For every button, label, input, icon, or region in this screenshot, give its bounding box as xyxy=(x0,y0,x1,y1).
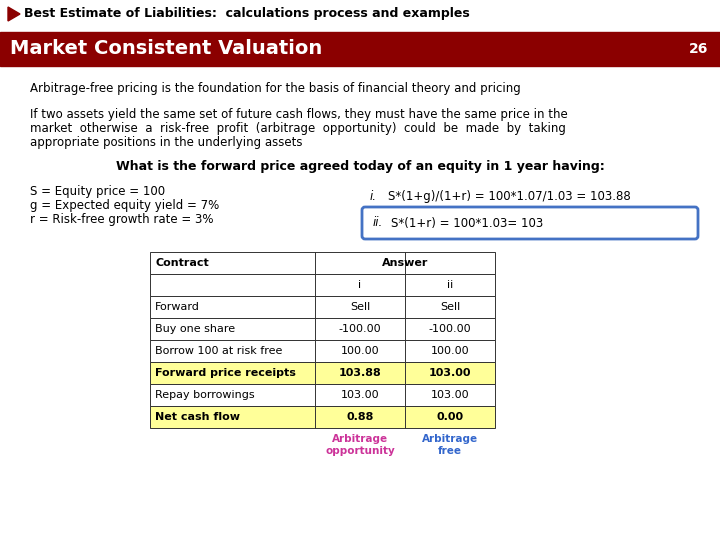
Text: Arbitrage
opportunity: Arbitrage opportunity xyxy=(325,434,395,456)
Text: appropriate positions in the underlying assets: appropriate positions in the underlying … xyxy=(30,136,302,149)
Text: Buy one share: Buy one share xyxy=(155,324,235,334)
Text: 100.00: 100.00 xyxy=(341,346,379,356)
Text: i.: i. xyxy=(370,190,377,203)
Bar xyxy=(0,32,720,66)
Text: Answer: Answer xyxy=(382,258,428,268)
Text: 103.00: 103.00 xyxy=(428,368,472,378)
Text: Sell: Sell xyxy=(440,302,460,312)
Text: Market Consistent Valuation: Market Consistent Valuation xyxy=(10,39,323,58)
Bar xyxy=(150,252,495,274)
Bar xyxy=(150,274,495,296)
Text: Contract: Contract xyxy=(155,258,209,268)
Text: 0.88: 0.88 xyxy=(346,412,374,422)
Text: -100.00: -100.00 xyxy=(428,324,472,334)
Bar xyxy=(150,318,495,340)
Text: Forward price receipts: Forward price receipts xyxy=(155,368,296,378)
Text: Forward: Forward xyxy=(155,302,200,312)
Text: 26: 26 xyxy=(688,42,708,56)
Text: Arbitrage
free: Arbitrage free xyxy=(422,434,478,456)
Text: ii.: ii. xyxy=(373,217,383,230)
Bar xyxy=(150,296,495,318)
Bar xyxy=(150,406,495,428)
Text: If two assets yield the same set of future cash flows, they must have the same p: If two assets yield the same set of futu… xyxy=(30,108,568,121)
Text: Arbitrage-free pricing is the foundation for the basis of financial theory and p: Arbitrage-free pricing is the foundation… xyxy=(30,82,521,95)
Text: Borrow 100 at risk free: Borrow 100 at risk free xyxy=(155,346,282,356)
Text: 0.00: 0.00 xyxy=(436,412,464,422)
Text: Net cash flow: Net cash flow xyxy=(155,412,240,422)
Text: market  otherwise  a  risk-free  profit  (arbitrage  opportunity)  could  be  ma: market otherwise a risk-free profit (arb… xyxy=(30,122,566,135)
Text: S*(1+r) = 100*1.03= 103: S*(1+r) = 100*1.03= 103 xyxy=(391,217,544,230)
Bar xyxy=(150,362,495,384)
Text: 103.88: 103.88 xyxy=(338,368,382,378)
Text: Sell: Sell xyxy=(350,302,370,312)
Bar xyxy=(150,340,495,362)
Text: ii: ii xyxy=(447,280,453,290)
Text: What is the forward price agreed today of an equity in 1 year having:: What is the forward price agreed today o… xyxy=(116,160,604,173)
FancyBboxPatch shape xyxy=(362,207,698,239)
Text: 103.00: 103.00 xyxy=(431,390,469,400)
Polygon shape xyxy=(8,7,20,21)
Text: 100.00: 100.00 xyxy=(431,346,469,356)
Text: r = Risk-free growth rate = 3%: r = Risk-free growth rate = 3% xyxy=(30,213,214,226)
Text: 103.00: 103.00 xyxy=(341,390,379,400)
Text: g = Expected equity yield = 7%: g = Expected equity yield = 7% xyxy=(30,199,220,212)
Text: Repay borrowings: Repay borrowings xyxy=(155,390,255,400)
Text: i: i xyxy=(359,280,361,290)
Text: S*(1+g)/(1+r) = 100*1.07/1.03 = 103.88: S*(1+g)/(1+r) = 100*1.07/1.03 = 103.88 xyxy=(388,190,631,203)
Text: S = Equity price = 100: S = Equity price = 100 xyxy=(30,185,165,198)
Text: -100.00: -100.00 xyxy=(338,324,382,334)
Bar xyxy=(150,384,495,406)
Text: Best Estimate of Liabilities:  calculations process and examples: Best Estimate of Liabilities: calculatio… xyxy=(24,8,469,21)
